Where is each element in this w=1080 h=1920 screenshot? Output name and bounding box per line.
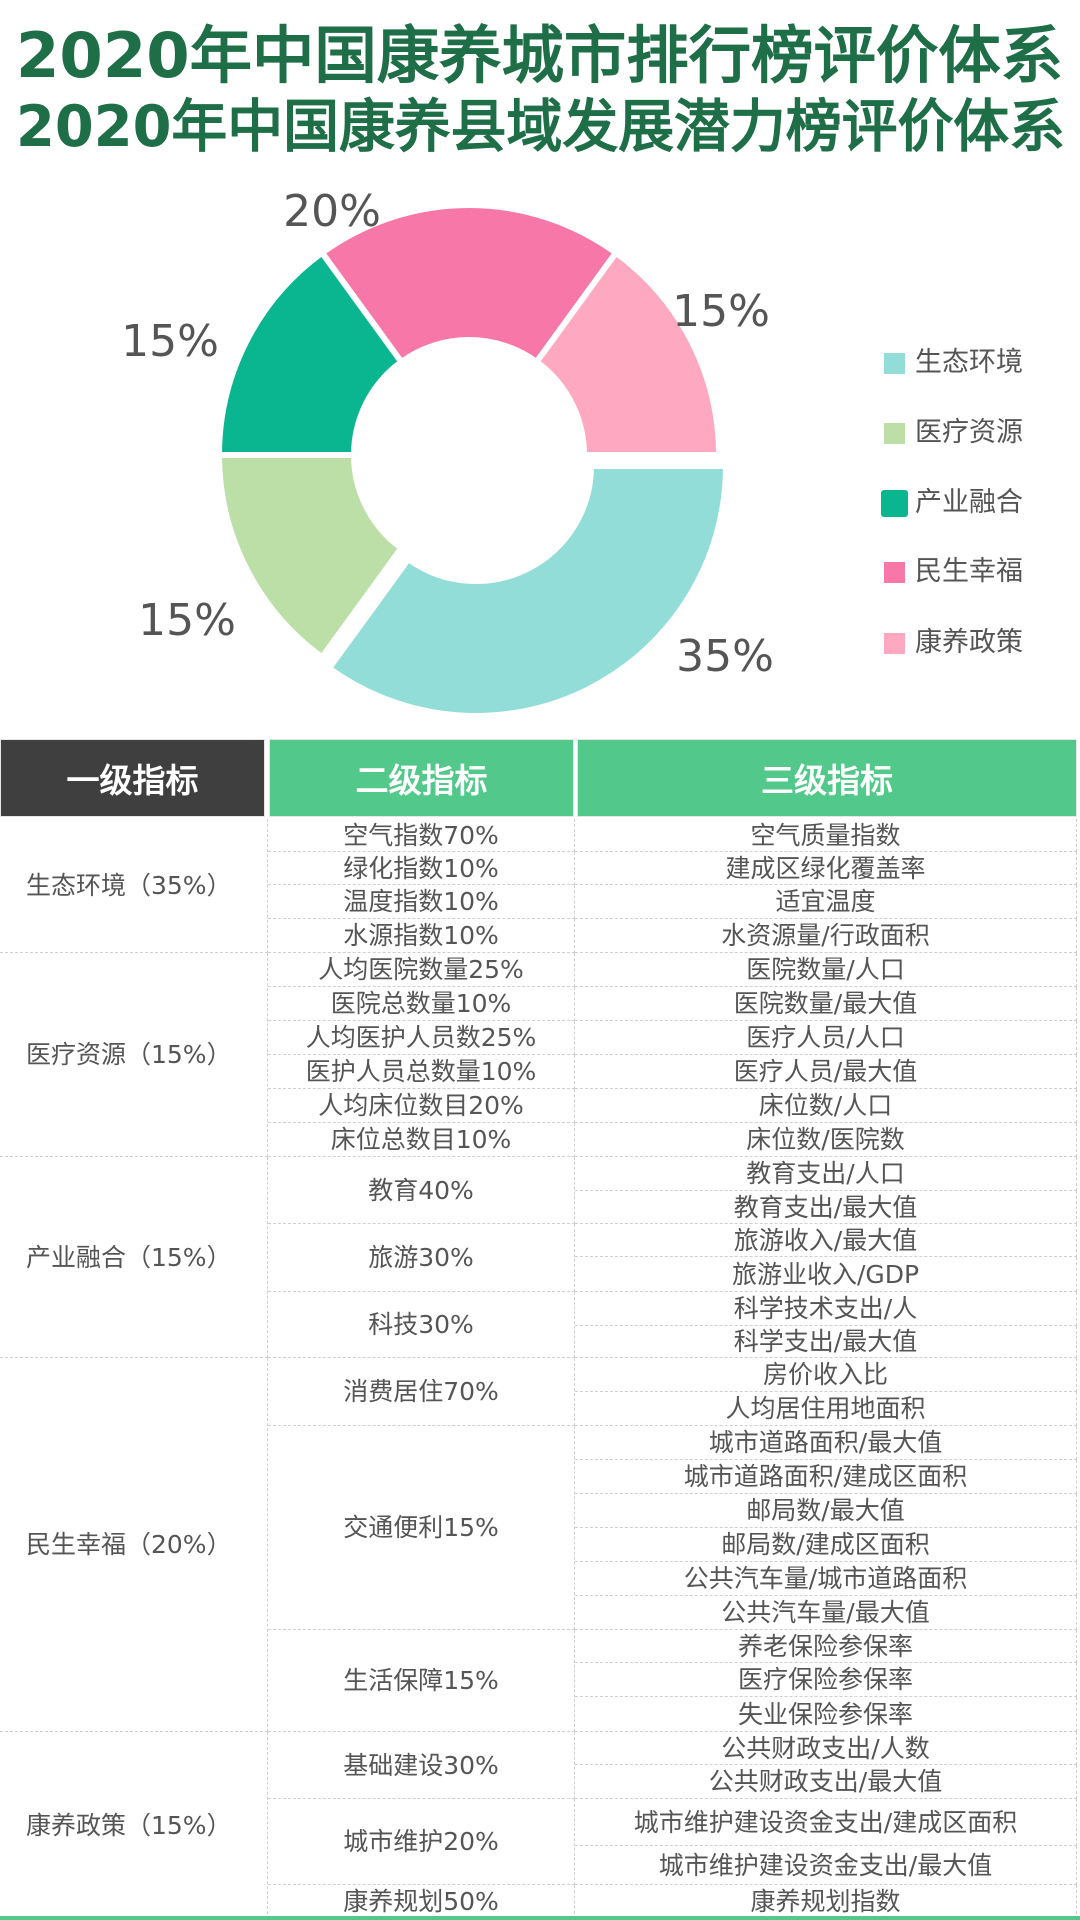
legend-item-livelihood-happiness: 民生幸福 (880, 554, 1023, 590)
level-3-cell: 医疗人员/最大值 (575, 1055, 1077, 1089)
label-livelihood-happiness: 20% (283, 186, 381, 237)
level-2-cell: 空气指数70% (268, 819, 575, 852)
level-3-cell: 医疗人员/人口 (575, 1021, 1077, 1055)
level-3-cell: 医院数量/最大值 (575, 987, 1077, 1021)
header-level-1: 一级指标 (0, 739, 265, 817)
level-2-cell: 温度指数10% (268, 885, 575, 919)
legend-swatch-icon (884, 423, 905, 444)
legend-swatch-icon (884, 562, 905, 583)
level-3-cell: 邮局数/建成区面积 (575, 1528, 1077, 1562)
level-3-cell: 城市维护建设资金支出/最大值 (575, 1846, 1077, 1885)
legend-swatch-icon (881, 490, 908, 517)
level-1-cell: 康养政策（15%） (0, 1732, 268, 1919)
legend-label: 医疗资源 (915, 417, 1023, 448)
legend-swatch-icon (884, 633, 905, 654)
header-level-2: 二级指标 (269, 739, 574, 817)
level-3-cell: 适宜温度 (575, 885, 1077, 919)
level-2-cell: 城市维护20% (268, 1799, 575, 1885)
level-1-cell: 生态环境（35%） (0, 819, 268, 953)
level-3-cell: 医疗保险参保率 (575, 1663, 1077, 1697)
slice-livelihood-happiness (317, 202, 621, 367)
indicator-table: 生态环境（35%） 空气指数70% 空气质量指数 绿化指数10% 建成区绿化覆盖… (0, 819, 1077, 1919)
title-line-1: 2020年中国康养城市排行榜评价体系 (16, 19, 1063, 92)
legend-label: 生态环境 (915, 347, 1023, 378)
level-2-cell: 床位总数目10% (268, 1123, 575, 1157)
level-2-cell: 绿化指数10% (268, 852, 575, 885)
legend-item-eco-environment: 生态环境 (880, 345, 1023, 381)
page-title: 2020年中国康养城市排行榜评价体系 2020年中国康养县域发展潜力榜评价体系 (16, 19, 1065, 160)
level-3-cell: 教育支出/人口 (575, 1157, 1077, 1191)
level-2-cell: 医院总数量10% (268, 987, 575, 1021)
label-eco-environment: 35% (676, 631, 774, 682)
level-3-cell: 旅游收入/最大值 (575, 1224, 1077, 1257)
label-wellness-policy: 15% (672, 286, 770, 337)
legend-label: 产业融合 (915, 487, 1023, 518)
slice-wellness-policy (532, 248, 723, 458)
level-3-cell: 房价收入比 (575, 1358, 1077, 1392)
level-3-cell: 公共财政支出/人数 (575, 1732, 1077, 1765)
level-2-cell: 科技30% (268, 1292, 575, 1358)
level-2-cell: 生活保障15% (268, 1630, 575, 1732)
title-line-2: 2020年中国康养县域发展潜力榜评价体系 (16, 94, 1065, 160)
level-2-cell: 医护人员总数量10% (268, 1055, 575, 1089)
level-3-cell: 床位数/医院数 (575, 1123, 1077, 1157)
slice-medical-resources (215, 452, 406, 662)
level-3-cell: 公共财政支出/最大值 (575, 1765, 1077, 1799)
chart-slices (215, 202, 730, 719)
level-1-cell: 医疗资源（15%） (0, 953, 268, 1157)
level-2-cell: 人均床位数目20% (268, 1089, 575, 1123)
chart-percent-labels: 35% 15% 15% 20% 15% (121, 186, 774, 682)
level-3-cell: 康养规划指数 (575, 1885, 1077, 1919)
level-3-cell: 失业保险参保率 (575, 1697, 1077, 1732)
level-2-cell: 人均医院数量25% (268, 953, 575, 987)
bottom-accent-bar (0, 1916, 1080, 1920)
level-1-cell: 产业融合（15%） (0, 1157, 268, 1358)
level-2-cell: 水源指数10% (268, 919, 575, 953)
level-3-cell: 空气质量指数 (575, 819, 1077, 852)
level-3-cell: 人均居住用地面积 (575, 1392, 1077, 1426)
level-2-cell: 旅游30% (268, 1224, 575, 1292)
level-3-cell: 床位数/人口 (575, 1089, 1077, 1123)
level-3-cell: 科学技术支出/人 (575, 1292, 1077, 1326)
level-3-cell: 教育支出/最大值 (575, 1191, 1077, 1224)
legend-item-industry-integration: 产业融合 (880, 485, 1023, 521)
legend-swatch-icon (884, 353, 905, 374)
label-medical-resources: 15% (138, 595, 236, 646)
level-3-cell: 水资源量/行政面积 (575, 919, 1077, 953)
header-level-3: 三级指标 (577, 739, 1077, 817)
level-2-cell: 交通便利15% (268, 1426, 575, 1630)
level-2-cell: 康养规划50% (268, 1885, 575, 1919)
level-3-cell: 公共汽车量/最大值 (575, 1596, 1077, 1630)
legend-item-medical-resources: 医疗资源 (880, 415, 1023, 451)
level-3-cell: 邮局数/最大值 (575, 1494, 1077, 1528)
legend-label: 康养政策 (915, 627, 1023, 658)
level-1-cell: 民生幸福（20%） (0, 1358, 268, 1732)
legend-label: 民生幸福 (915, 556, 1023, 587)
doughnut-chart: 35% 15% 15% 20% 15% (121, 186, 774, 719)
level-3-cell: 医院数量/人口 (575, 953, 1077, 987)
level-3-cell: 养老保险参保率 (575, 1630, 1077, 1663)
slice-eco-environment (324, 463, 730, 719)
level-3-cell: 城市维护建设资金支出/建成区面积 (575, 1799, 1077, 1846)
level-2-cell: 人均医护人员数25% (268, 1021, 575, 1055)
level-3-cell: 公共汽车量/城市道路面积 (575, 1562, 1077, 1596)
level-3-cell: 城市道路面积/最大值 (575, 1426, 1077, 1460)
level-3-cell: 建成区绿化覆盖率 (575, 852, 1077, 885)
level-2-cell: 基础建设30% (268, 1732, 575, 1799)
level-2-cell: 教育40% (268, 1157, 575, 1224)
label-industry-integration: 15% (121, 316, 219, 367)
level-2-cell: 消费居住70% (268, 1358, 575, 1426)
level-3-cell: 旅游业收入/GDP (575, 1257, 1077, 1292)
legend-item-wellness-policy: 康养政策 (880, 625, 1023, 661)
level-3-cell: 科学支出/最大值 (575, 1326, 1077, 1358)
level-3-cell: 城市道路面积/建成区面积 (575, 1460, 1077, 1494)
